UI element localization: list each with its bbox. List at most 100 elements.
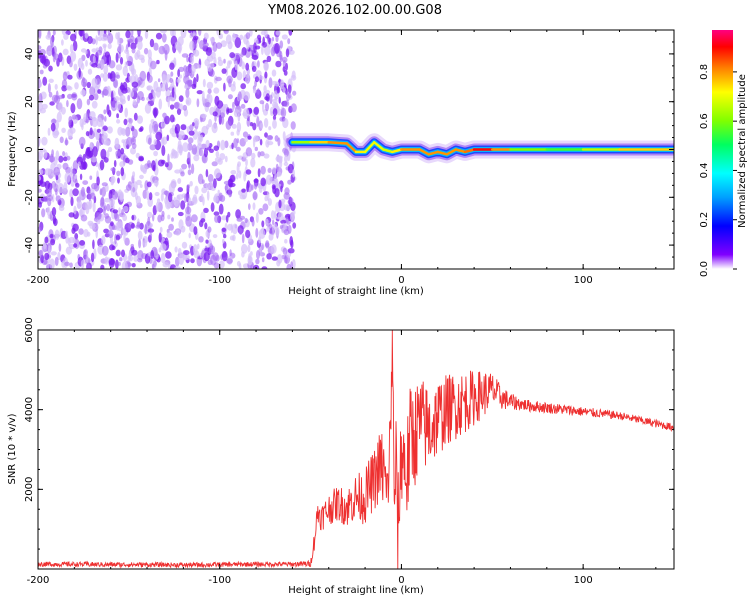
noise-blob [251,152,256,160]
noise-blob [104,197,111,203]
noise-blob [281,254,287,260]
noise-blob [224,155,228,163]
noise-blob [196,90,203,95]
noise-blob [235,172,239,180]
noise-blob [229,52,236,59]
noise-blob [52,30,56,36]
noise-blob [200,218,206,223]
noise-blob [203,207,209,214]
noise-blob [51,207,57,217]
noise-blob [225,120,232,130]
noise-blob [285,217,289,224]
noise-blob [122,228,127,235]
noise-blob [262,102,265,113]
noise-blob [106,150,110,159]
noise-blob [206,190,210,201]
noise-blob [61,85,68,92]
noise-blob [57,102,63,113]
noise-blob [44,236,49,244]
y-tick-label: 0 [24,146,35,152]
noise-blob [52,215,57,225]
noise-blob [57,183,64,194]
noise-blob [169,77,173,84]
noise-blob [247,135,252,140]
noise-blob [116,170,121,177]
noise-blob [213,87,220,94]
noise-blob [38,169,44,175]
noise-blob [170,71,174,77]
noise-blob [250,157,256,168]
noise-blob [221,106,225,112]
noise-blob [50,118,57,124]
noise-blob [162,74,168,85]
noise-blob [84,32,89,39]
noise-blob [251,54,259,60]
noise-blob [115,249,121,257]
noise-blob [271,256,278,261]
noise-blob [159,226,163,233]
noise-blob [130,187,137,198]
noise-blob [214,168,221,179]
noise-blob [266,135,273,140]
y-tick-label: 2000 [24,477,35,502]
noise-blob [189,40,195,51]
noise-blob [78,209,83,217]
noise-blob [107,43,112,50]
noise-blob [73,243,78,248]
noise-blob [187,137,194,144]
noise-blob [272,115,277,121]
noise-blob [271,69,277,77]
noise-blob [48,78,54,84]
noise-blob [52,53,56,63]
noise-blob [108,109,112,118]
noise-blob [258,228,266,239]
noise-blob [138,155,144,161]
noise-blob [70,33,77,42]
noise-blob [65,246,73,255]
noise-blob [132,99,137,106]
noise-blob [280,198,286,204]
noise-blob [252,202,256,211]
colorbar-gradient [712,30,733,269]
noise-blob [170,179,177,189]
noise-blob [259,138,263,146]
noise-blob [169,114,175,123]
noise-blob [58,155,64,163]
noise-blob [255,227,259,238]
noise-blob [169,127,175,135]
noise-blob [99,197,105,208]
noise-blob [124,61,128,68]
y-tick-label: 40 [24,48,35,61]
noise-blob [71,114,77,120]
noise-blob [255,258,260,265]
noise-blob [97,36,103,42]
noise-blob [49,101,55,106]
noise-blob [126,52,130,61]
noise-blob [287,92,292,99]
noise-blob [44,252,50,261]
noise-blob [217,56,222,62]
noise-blob [58,243,62,252]
noise-blob [221,251,228,262]
colorbar: 0.0 0.2 0.4 0.6 0.8 Normalized spectral ampl… [699,30,748,277]
noise-blob [284,239,288,244]
noise-blob [191,83,197,90]
noise-blob [180,124,187,131]
ridge-segment [445,148,458,156]
noise-blob [196,98,200,108]
noise-blob [287,38,291,45]
x-tick-label: 100 [574,575,593,586]
noise-blob [45,34,52,40]
noise-blob [242,108,250,120]
noise-blob [277,212,284,221]
noise-blob [221,68,227,74]
noise-blob [88,190,92,202]
noise-blob [62,71,68,81]
noise-blob [137,258,143,263]
noise-blob [155,131,163,141]
noise-blob [275,60,282,68]
noise-blob [67,93,73,100]
noise-blob [224,103,229,109]
noise-blob [48,65,53,72]
